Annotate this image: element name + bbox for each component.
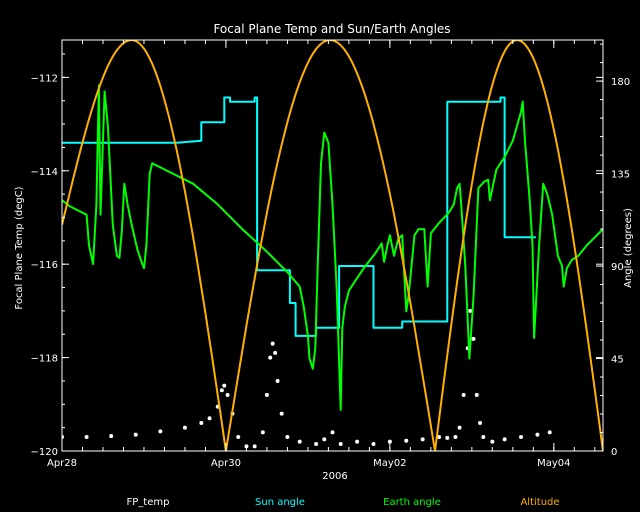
x-tick-label: Apr28: [47, 458, 77, 469]
series-line-sun-angle: [62, 96, 536, 337]
y-left-tick-label: −118: [31, 354, 58, 365]
y-left-tick-label: −112: [31, 73, 58, 84]
y-left-tick-label: −120: [31, 447, 58, 458]
y-right-tick-label: 45: [611, 355, 624, 366]
data-point-fp-temp: [109, 434, 114, 439]
data-point-fp-temp: [490, 439, 495, 444]
data-point-fp-temp: [465, 346, 470, 351]
y-axis-left-label: Focal Plane Temp (degC): [14, 186, 25, 309]
data-point-fp-temp: [279, 411, 284, 416]
data-point-fp-temp: [547, 430, 552, 435]
legend-item-altitude: Altitude: [520, 497, 559, 508]
y-left-tick-label: −116: [31, 260, 58, 271]
y-axis-right-label: Angle (degrees): [623, 208, 634, 288]
data-point-fp-temp: [207, 416, 212, 421]
data-point-fp-temp: [219, 388, 224, 393]
legend-item-fp-temp: FP_temp: [127, 497, 170, 508]
data-point-fp-temp: [236, 434, 241, 439]
data-point-fp-temp: [314, 441, 319, 446]
axes: −120 −118 −116 −114 −112 0 45 90 135 180 Apr28 Apr3…: [31, 40, 630, 469]
plot-frame: [61, 39, 604, 452]
x-tick-label: May02: [373, 458, 406, 469]
data-point-fp-temp: [519, 434, 524, 439]
data-point-fp-temp: [502, 437, 507, 442]
x-tick-label: May04: [537, 458, 570, 469]
legend: FP_temp Sun angle Earth angle Altitude: [127, 497, 560, 508]
data-point-fp-temp: [371, 441, 376, 446]
data-point-fp-temp: [404, 438, 409, 443]
y-right-tick-label: 90: [611, 262, 624, 273]
data-point-fp-temp: [252, 444, 257, 449]
data-point-fp-temp: [273, 350, 278, 355]
data-point-fp-temp: [270, 341, 275, 346]
data-point-fp-temp: [445, 435, 450, 440]
data-point-fp-temp: [437, 434, 442, 439]
data-point-fp-temp: [264, 392, 269, 397]
y-right-tick-label: 180: [611, 77, 630, 88]
data-point-fp-temp: [330, 430, 335, 435]
legend-item-earth-angle: Earth angle: [383, 497, 441, 508]
x-tick-label: Apr30: [211, 458, 241, 469]
data-point-fp-temp: [84, 434, 89, 439]
data-point-fp-temp: [222, 383, 227, 388]
data-point-fp-temp: [387, 439, 392, 444]
data-point-fp-temp: [244, 444, 249, 449]
y-right-tick-label: 135: [611, 170, 630, 181]
data-point-fp-temp: [158, 429, 163, 434]
data-point-fp-temp: [478, 420, 483, 425]
data-point-fp-temp: [535, 432, 540, 437]
x-axis-label: 2006: [322, 471, 347, 482]
data-point-fp-temp: [297, 439, 302, 444]
data-point-fp-temp: [420, 437, 425, 442]
data-point-fp-temp: [355, 439, 360, 444]
data-point-fp-temp: [275, 378, 280, 383]
data-point-fp-temp: [268, 355, 273, 360]
data-point-fp-temp: [457, 425, 462, 430]
data-point-fp-temp: [461, 392, 466, 397]
data-point-fp-temp: [322, 437, 327, 442]
data-point-fp-temp: [338, 441, 343, 446]
data-point-fp-temp: [285, 434, 290, 439]
series-line-earth-angle: [62, 84, 603, 411]
data-point-fp-temp: [133, 432, 138, 437]
data-point-fp-temp: [225, 392, 230, 397]
data-point-fp-temp: [468, 308, 473, 313]
data-point-fp-temp: [199, 420, 204, 425]
data-point-fp-temp: [474, 392, 479, 397]
data-point-fp-temp: [481, 434, 486, 439]
y-right-tick-label: 0: [611, 447, 617, 458]
legend-item-sun-angle: Sun angle: [255, 497, 305, 508]
chart-title: Focal Plane Temp and Sun/Earth Angles: [213, 22, 450, 36]
data-point-fp-temp: [182, 425, 187, 430]
data-point-fp-temp: [471, 336, 476, 341]
data-point-fp-temp: [215, 404, 220, 409]
y-left-tick-label: −114: [31, 167, 58, 178]
series-fp-temp: [62, 308, 552, 449]
data-point-fp-temp: [260, 430, 265, 435]
data-point-fp-temp: [453, 434, 458, 439]
